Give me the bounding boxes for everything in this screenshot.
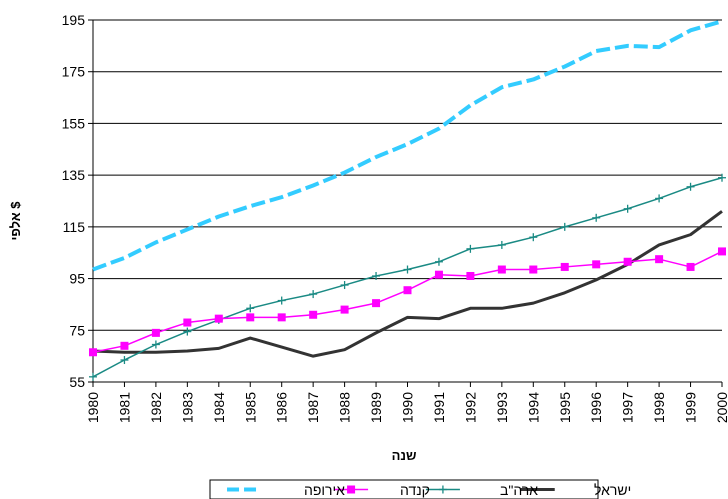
data-point — [120, 341, 129, 350]
data-point — [214, 314, 223, 323]
y-tick-label: 115 — [63, 219, 86, 235]
legend-item-3: אירופה — [227, 482, 345, 498]
data-point — [592, 213, 601, 222]
data-point — [529, 233, 538, 242]
legend: ישראל ארה"ב קנדה אירופה — [209, 479, 631, 499]
x-tick-label: 1981 — [116, 392, 132, 423]
data-point — [277, 313, 286, 322]
y-tick-label: 155 — [62, 115, 86, 131]
y-tick-label: 55 — [69, 374, 85, 390]
data-point — [403, 265, 412, 274]
x-tick-label: 1986 — [274, 392, 290, 423]
x-tick-label: 1987 — [305, 392, 321, 423]
series-2 — [89, 247, 726, 357]
data-point — [372, 271, 381, 280]
data-point — [183, 318, 192, 327]
data-point — [403, 286, 412, 295]
data-point — [655, 255, 664, 264]
data-point — [466, 271, 475, 280]
x-tick-label: 1995 — [557, 392, 573, 423]
legend-frame — [209, 479, 599, 499]
y-tick-label: 175 — [62, 64, 86, 80]
x-tick-label: 1997 — [620, 392, 636, 423]
data-point — [120, 356, 129, 365]
x-axis-label: שנה — [392, 448, 417, 463]
x-tick-label: 1983 — [179, 392, 195, 423]
x-tick-label: 1999 — [683, 392, 699, 423]
y-tick-label: 75 — [69, 322, 85, 338]
data-point — [497, 240, 506, 249]
data-point — [434, 270, 443, 279]
data-point — [89, 372, 97, 381]
data-point — [592, 260, 601, 269]
data-point — [529, 265, 538, 274]
data-point — [560, 222, 569, 231]
x-tick-label: 1982 — [148, 392, 164, 423]
data-point — [246, 313, 255, 322]
x-tick-label: 1994 — [525, 392, 541, 423]
series-0 — [92, 210, 723, 358]
data-point — [623, 257, 632, 266]
data-point — [183, 327, 192, 336]
legend-label: ארה"ב — [500, 482, 538, 498]
y-axis-ticks: 55 75 95 115 135 155 175 195 — [62, 12, 93, 390]
x-tick-label: 1989 — [368, 392, 384, 423]
data-point — [623, 204, 632, 213]
series-3 — [92, 19, 723, 272]
legend-label: אירופה — [304, 482, 345, 498]
data-point — [497, 265, 506, 274]
legend-label: קנדה — [400, 482, 430, 498]
x-tick-label: 1980 — [85, 392, 101, 423]
data-point — [89, 348, 97, 357]
series-group — [89, 19, 726, 381]
x-tick-label: 1991 — [431, 392, 447, 423]
data-point — [434, 257, 443, 266]
data-point — [718, 173, 726, 182]
data-point — [340, 281, 349, 290]
x-tick-label: 1984 — [211, 392, 227, 423]
x-tick-label: 1985 — [242, 392, 258, 423]
data-point — [686, 182, 695, 191]
series-line — [92, 19, 723, 272]
x-axis-ticks: 1980 1981 1982 1983 1984 1985 1986 1987 1988 1989… — [85, 382, 728, 423]
legend-marker — [347, 485, 356, 494]
y-tick-label: 195 — [62, 12, 86, 28]
y-tick-label: 135 — [62, 167, 86, 183]
data-point — [309, 290, 318, 299]
data-point — [277, 296, 286, 305]
data-point — [655, 194, 664, 203]
data-point — [372, 299, 381, 308]
x-tick-label: 1990 — [400, 392, 416, 423]
series-line — [92, 210, 723, 358]
data-point — [246, 304, 255, 313]
x-tick-label: 1988 — [337, 392, 353, 423]
x-tick-label: 1992 — [462, 392, 478, 423]
x-tick-label: 2000 — [714, 392, 728, 423]
data-point — [309, 310, 318, 319]
legend-item-2: קנדה — [334, 482, 430, 498]
legend-item-0: ישראל — [520, 482, 631, 498]
y-tick-label: 95 — [69, 271, 85, 287]
x-tick-label: 1998 — [651, 392, 667, 423]
x-tick-label: 1996 — [588, 392, 604, 423]
data-point — [466, 244, 475, 253]
data-point — [560, 262, 569, 271]
legend-label: ישראל — [594, 482, 631, 498]
data-point — [151, 340, 160, 349]
data-point — [718, 247, 726, 256]
data-point — [340, 305, 349, 314]
grid-lines — [93, 19, 722, 383]
x-tick-label: 1993 — [494, 392, 510, 423]
legend-item-1: ארה"ב — [425, 482, 538, 498]
data-point — [151, 328, 160, 337]
data-point — [686, 262, 695, 271]
y-axis-label: אלפי $ — [8, 201, 23, 241]
